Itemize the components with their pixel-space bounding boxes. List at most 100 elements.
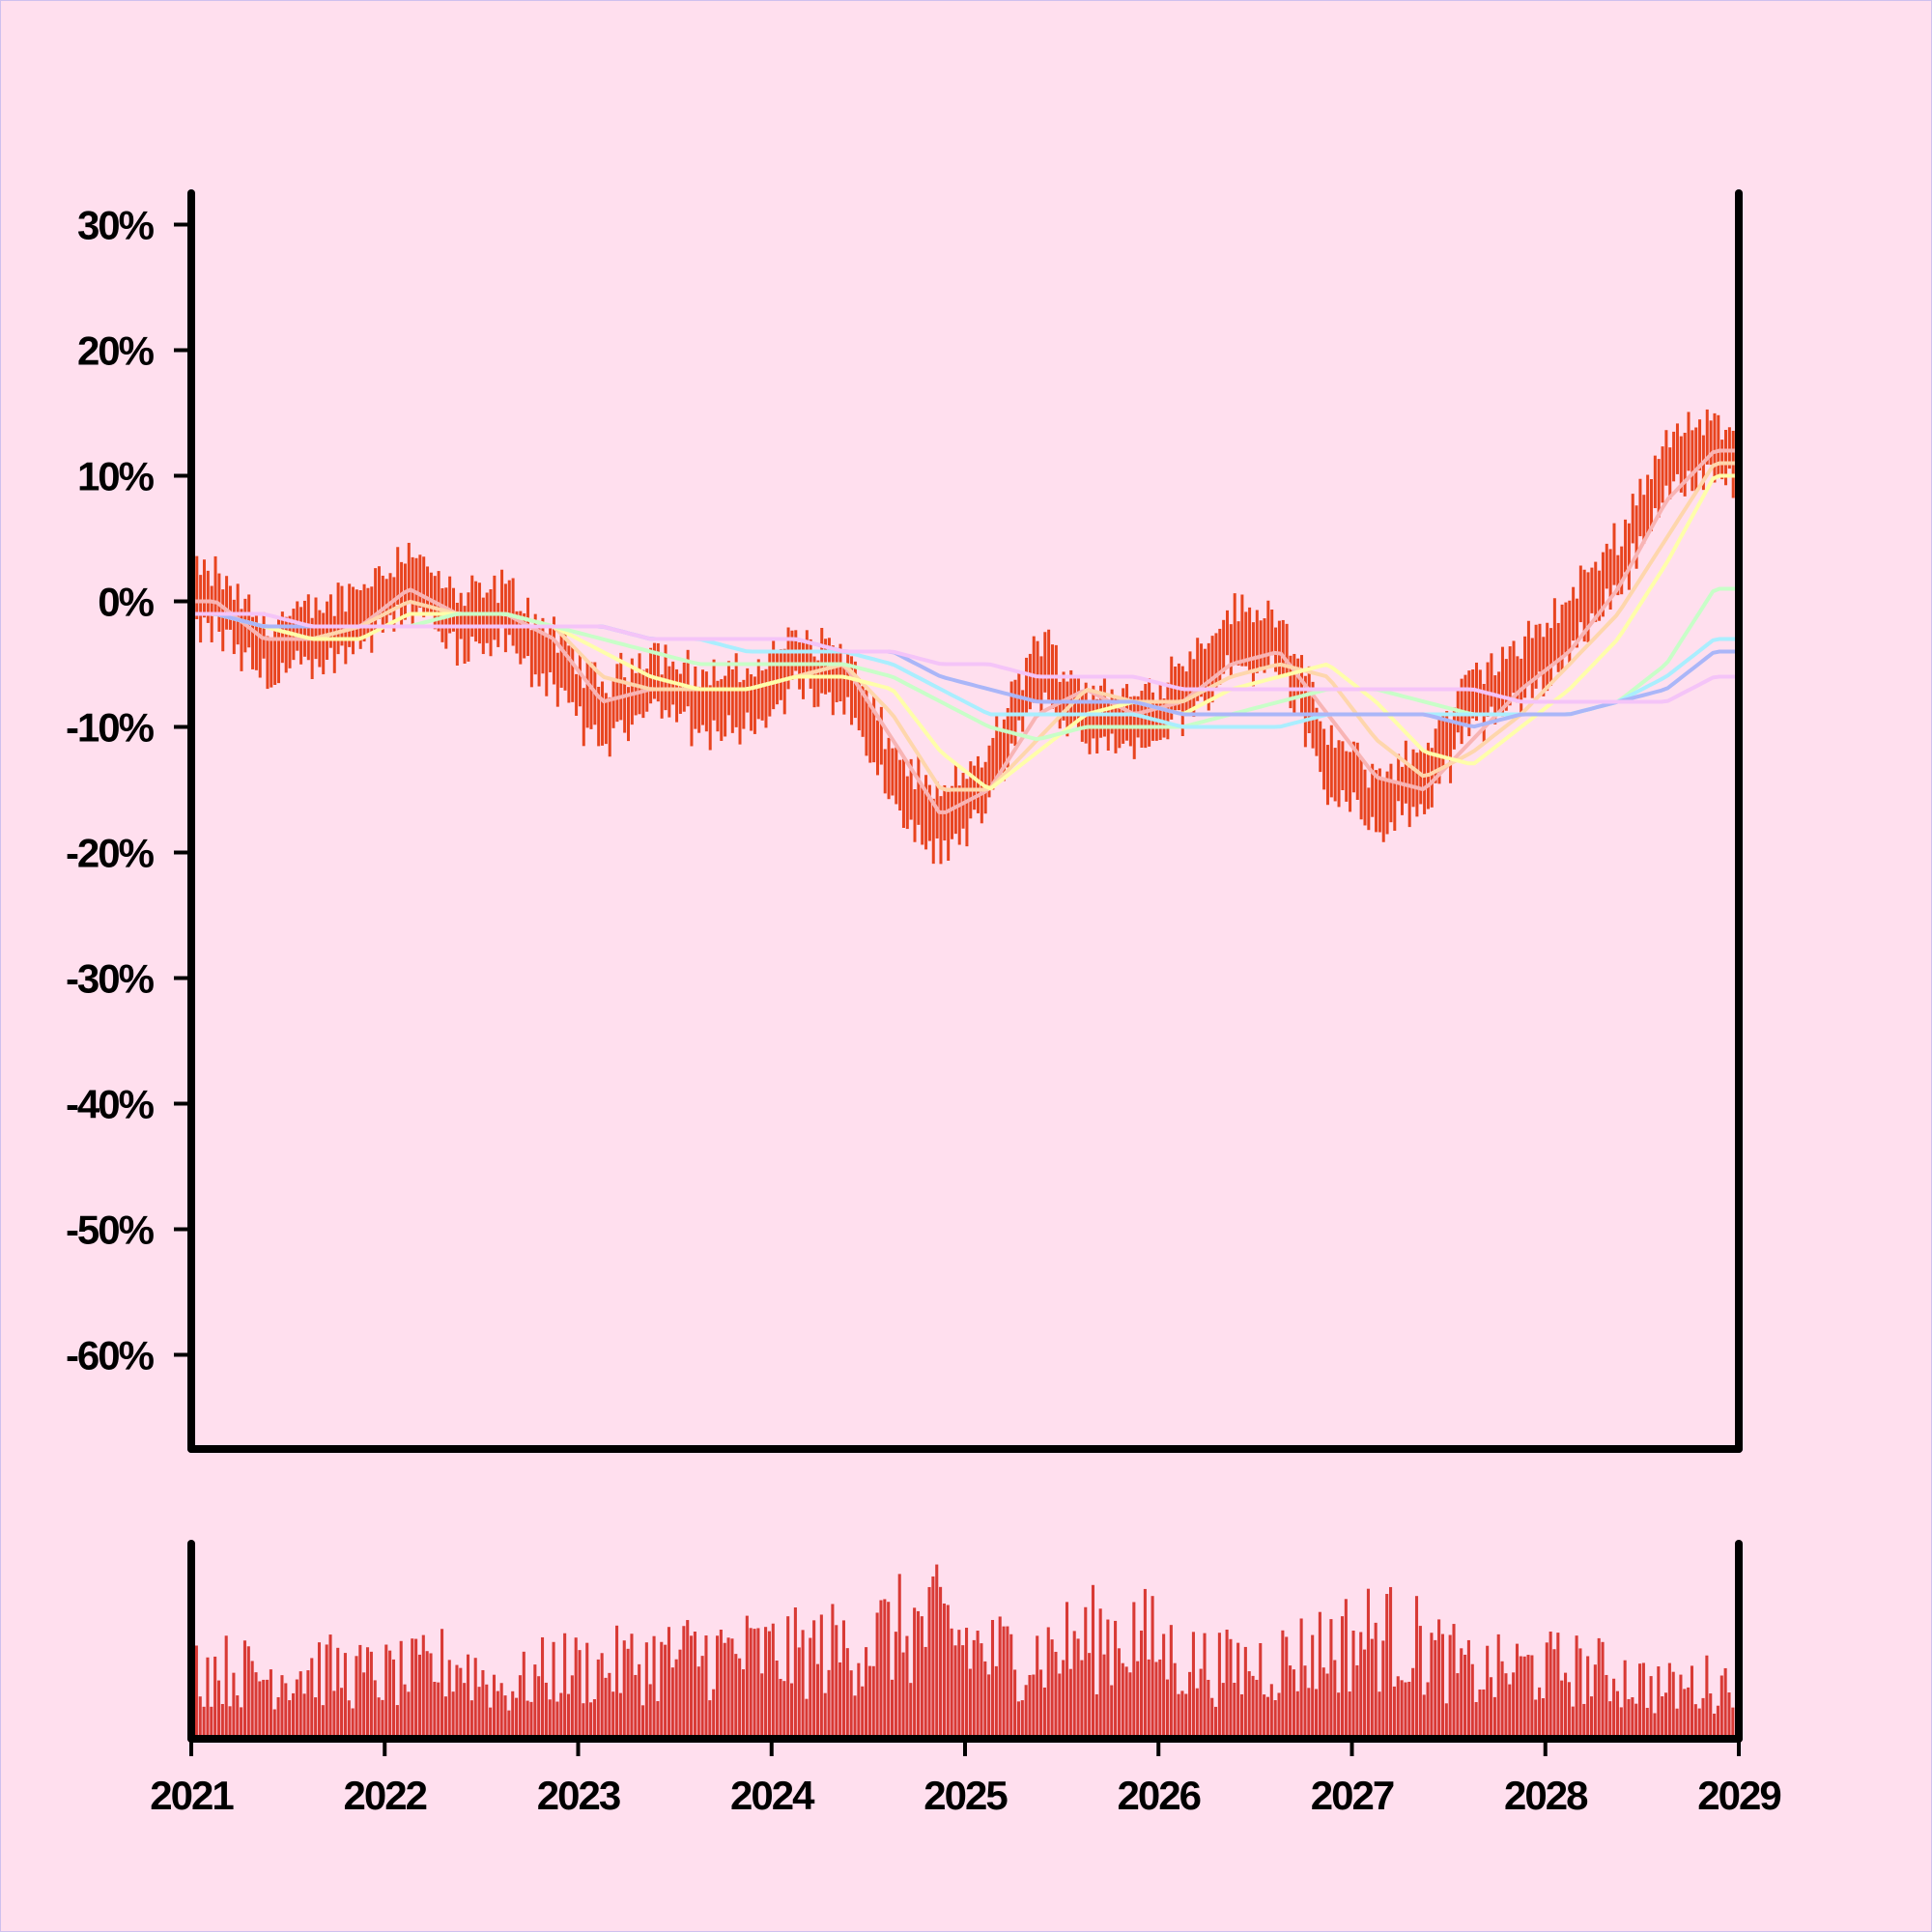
volume-bar [1541, 1698, 1545, 1739]
volume-bar [1088, 1653, 1092, 1739]
volume-bar [269, 1669, 272, 1739]
volume-bar [1422, 1694, 1426, 1739]
y-tick-label: 30% [77, 203, 155, 248]
volume-bar [1723, 1667, 1727, 1739]
volume-bar [968, 1668, 972, 1739]
volume-bar [1526, 1655, 1530, 1739]
volume-bar [1337, 1692, 1341, 1739]
volume-bar [913, 1607, 917, 1739]
volume-bar [1418, 1626, 1422, 1739]
volume-bar [1534, 1699, 1538, 1739]
volume-bar [901, 1652, 905, 1739]
volume-bar [1545, 1642, 1548, 1739]
volume-bar [1359, 1632, 1363, 1739]
volume-bar [897, 1574, 901, 1739]
volume-bar [1180, 1690, 1184, 1739]
volume-bar [953, 1645, 957, 1739]
volume-bar [965, 1628, 969, 1739]
volume-bar [466, 1654, 470, 1739]
volume-bar [328, 1634, 332, 1739]
volume-bar [946, 1605, 950, 1739]
volume-bar [640, 1705, 645, 1739]
volume-bar [1247, 1671, 1251, 1739]
volume-bar [298, 1671, 302, 1739]
volume-bar [622, 1640, 626, 1739]
price-bars [191, 409, 1739, 865]
volume-bar [1370, 1638, 1374, 1739]
volume-bar [1292, 1669, 1295, 1739]
volume-bar [1080, 1660, 1084, 1739]
volume-bar [1151, 1596, 1154, 1739]
volume-bar [369, 1651, 373, 1739]
volume-bar [1466, 1639, 1470, 1739]
volume-bar [812, 1620, 816, 1739]
volume-bar [1214, 1706, 1218, 1739]
volume-bar [242, 1640, 246, 1739]
volume-bar [634, 1674, 638, 1739]
volume-bar [469, 1700, 473, 1739]
volume-bar [760, 1673, 764, 1739]
volume-bar [608, 1672, 611, 1739]
volume-bar [284, 1683, 288, 1739]
volume-bar [1434, 1639, 1437, 1739]
volume-bar [574, 1637, 578, 1739]
volume-bar [1519, 1656, 1522, 1739]
volume-bar [1314, 1689, 1319, 1739]
volume-bar [391, 1659, 396, 1739]
volume-bar [198, 1696, 202, 1739]
volume-bar [365, 1647, 370, 1739]
volume-bar [939, 1586, 943, 1739]
volume-bar [220, 1703, 224, 1739]
volume-bar [1653, 1713, 1657, 1739]
volume-bar [1482, 1689, 1486, 1739]
volume-bar [1615, 1690, 1619, 1739]
volume-bar [425, 1651, 429, 1739]
volume-bar [841, 1620, 845, 1739]
y-tick-label: -50% [66, 1208, 155, 1253]
volume-bar [585, 1642, 589, 1739]
x-tick-label: 2021 [150, 1773, 234, 1818]
volume-bar [1564, 1672, 1568, 1739]
volume-bar [1191, 1632, 1195, 1739]
volume-bar [325, 1644, 328, 1739]
volume-bar [764, 1627, 768, 1739]
volume-bar [540, 1636, 545, 1739]
volume-bar [734, 1654, 738, 1739]
volume-bar [1165, 1679, 1170, 1739]
volume-bar [730, 1638, 734, 1739]
volume-bar [1641, 1662, 1645, 1739]
volume-bar [1132, 1602, 1136, 1739]
volume-bar [258, 1681, 262, 1739]
volume-bar [738, 1658, 742, 1739]
volume-bar [246, 1646, 250, 1739]
volume-bar [1601, 1641, 1605, 1739]
volume-bar [994, 1665, 998, 1739]
volume-bar [481, 1669, 485, 1739]
volume-bar [1671, 1671, 1675, 1739]
volume-bar [838, 1662, 842, 1739]
volume-bar [879, 1600, 883, 1739]
volume-bar [950, 1628, 953, 1739]
volume-bar [1128, 1672, 1132, 1739]
volume-bar [1062, 1660, 1065, 1739]
volume-bar [1295, 1690, 1299, 1739]
volume-bar [321, 1705, 325, 1739]
volume-bar [570, 1675, 574, 1739]
volume-bar [563, 1633, 567, 1739]
volume-bar [240, 1707, 243, 1739]
volume-bar [1158, 1659, 1162, 1739]
volume-bar [1013, 1669, 1017, 1739]
volume-bar [871, 1665, 875, 1739]
volume-bar [503, 1695, 507, 1739]
volume-bar [1486, 1645, 1490, 1739]
volume-bar [1303, 1665, 1307, 1739]
volume-bar [1385, 1594, 1389, 1739]
volume-bar [533, 1664, 537, 1739]
volume-bar [1195, 1688, 1199, 1739]
volume-bar [1203, 1633, 1207, 1739]
volume-bar [1233, 1682, 1236, 1739]
moving-average-lines [191, 448, 1739, 814]
volume-bar [1199, 1668, 1203, 1739]
volume-bar [704, 1635, 708, 1739]
x-tick-label: 2029 [1697, 1773, 1780, 1818]
